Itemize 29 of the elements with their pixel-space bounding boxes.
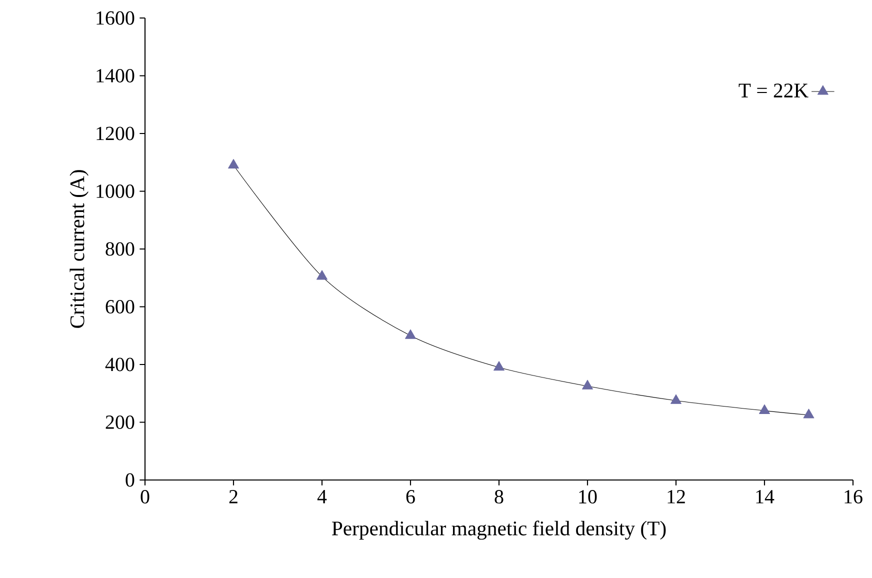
y-tick-label: 1200 — [96, 126, 134, 140]
x-tick-label: 0 — [140, 490, 150, 504]
x-tick-label: 16 — [844, 490, 862, 504]
y-tick-label: 1000 — [96, 184, 134, 198]
x-tick-label: 10 — [579, 490, 597, 504]
x-tick-label: 12 — [668, 490, 685, 504]
point — [803, 408, 814, 418]
y-tick-label: 1400 — [96, 68, 134, 82]
y-axis-title: Critical current (A) — [70, 170, 88, 328]
y-tick-label: 1600 — [96, 11, 134, 25]
point — [316, 270, 328, 280]
point — [494, 361, 504, 371]
x-tick-label: 6 — [406, 490, 415, 504]
x-tick-label: 4 — [317, 490, 327, 504]
y-tick-label: 400 — [105, 358, 134, 372]
point — [670, 394, 682, 404]
point — [759, 404, 770, 414]
y-tick-label: 200 — [106, 415, 134, 429]
x-axis-title: Perpendicular magnetic field density (T) — [332, 520, 666, 540]
point — [405, 329, 416, 339]
x-tick-label: 8 — [494, 490, 504, 504]
point — [582, 380, 593, 390]
point — [228, 158, 239, 169]
y-tick-label: 0 — [126, 473, 134, 487]
y-tick-label: 800 — [106, 242, 134, 256]
y-tick-label: 600 — [106, 300, 134, 314]
x-tick-label: 2 — [229, 490, 238, 504]
legend-label: T = 22K — [738, 84, 808, 98]
x-tick-label: 14 — [756, 490, 774, 504]
